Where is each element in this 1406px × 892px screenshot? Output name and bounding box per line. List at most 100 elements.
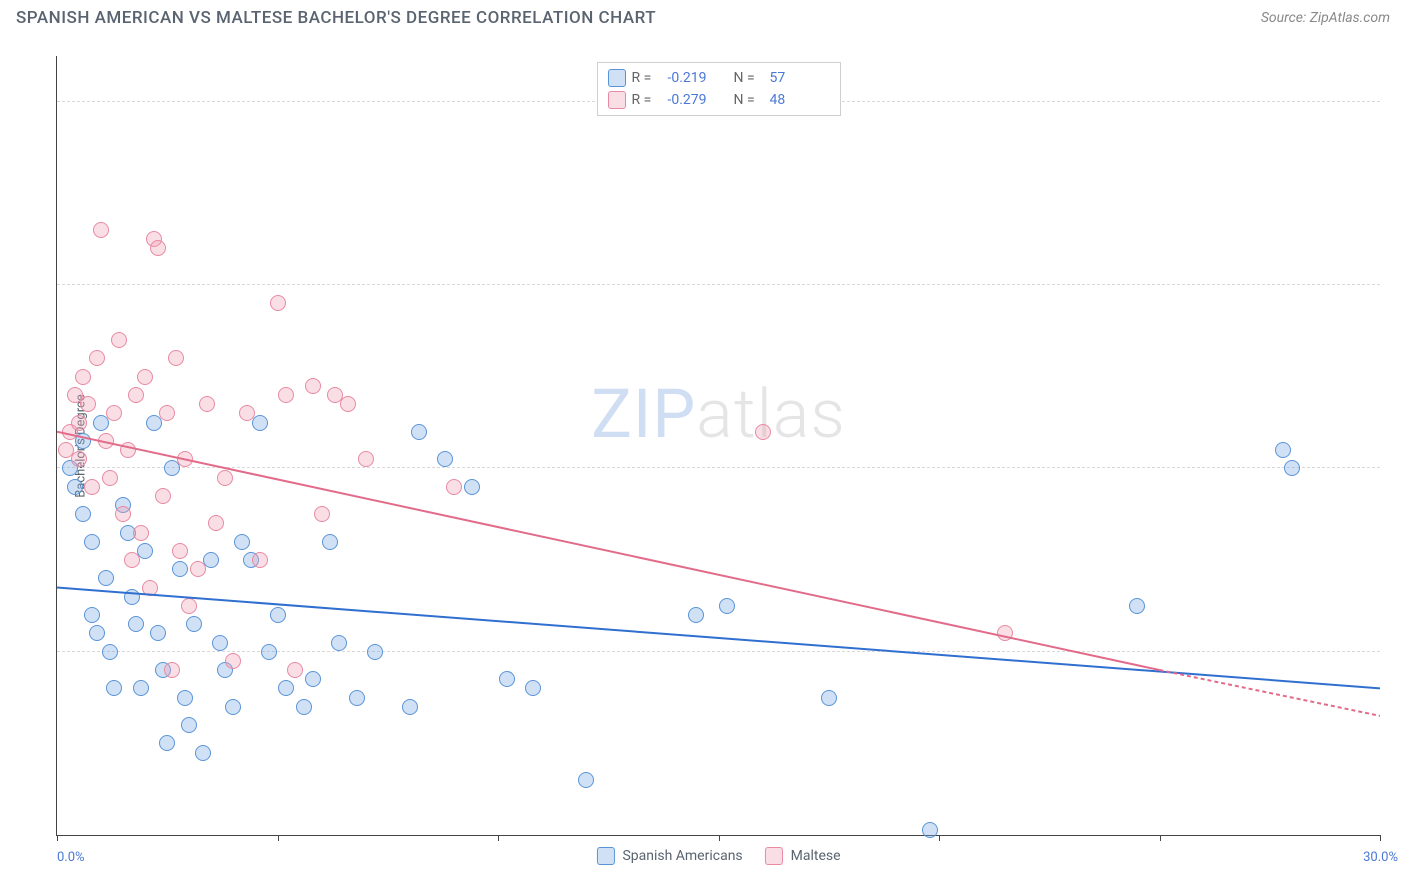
point-spanish xyxy=(578,772,594,788)
point-maltese xyxy=(446,479,462,495)
point-maltese xyxy=(98,433,114,449)
x-axis-tick xyxy=(1380,835,1381,841)
point-maltese xyxy=(252,552,268,568)
gridline xyxy=(57,467,1380,468)
point-spanish xyxy=(67,479,83,495)
x-axis-max-label: 30.0% xyxy=(1363,850,1398,865)
n-value-spanish: 57 xyxy=(770,67,830,89)
x-axis-tick xyxy=(939,835,940,841)
x-axis-min-label: 0.0% xyxy=(57,850,85,865)
point-spanish xyxy=(203,552,219,568)
point-spanish xyxy=(150,625,166,641)
point-spanish xyxy=(688,607,704,623)
point-spanish xyxy=(922,822,938,838)
point-maltese xyxy=(177,451,193,467)
point-maltese xyxy=(199,396,215,412)
watermark: ZIPatlas xyxy=(591,374,846,454)
point-maltese xyxy=(106,405,122,421)
point-spanish xyxy=(172,561,188,577)
x-axis-tick xyxy=(278,835,279,841)
point-spanish xyxy=(1129,598,1145,614)
point-spanish xyxy=(349,690,365,706)
chart-container: Bachelor's Degree ZIPatlas R = -0.219 N … xyxy=(16,50,1398,882)
legend-swatch-spanish xyxy=(608,69,626,87)
x-axis-tick xyxy=(719,835,720,841)
point-maltese xyxy=(71,415,87,431)
point-spanish xyxy=(331,635,347,651)
point-spanish xyxy=(234,534,250,550)
point-maltese xyxy=(133,525,149,541)
r-label: R = xyxy=(632,89,662,111)
point-spanish xyxy=(525,680,541,696)
point-maltese xyxy=(278,387,294,403)
point-maltese xyxy=(217,470,233,486)
point-spanish xyxy=(270,607,286,623)
point-spanish xyxy=(278,680,294,696)
n-label: N = xyxy=(734,67,764,89)
gridline xyxy=(57,284,1380,285)
point-maltese xyxy=(80,396,96,412)
gridline xyxy=(57,651,1380,652)
point-spanish xyxy=(102,644,118,660)
point-spanish xyxy=(124,589,140,605)
point-spanish xyxy=(322,534,338,550)
point-spanish xyxy=(464,479,480,495)
point-maltese xyxy=(84,479,100,495)
point-spanish xyxy=(305,671,321,687)
watermark-zip: ZIP xyxy=(591,374,696,454)
point-maltese xyxy=(71,451,87,467)
point-maltese xyxy=(168,350,184,366)
point-spanish xyxy=(89,625,105,641)
point-spanish xyxy=(719,598,735,614)
point-maltese xyxy=(208,515,224,531)
point-spanish xyxy=(84,607,100,623)
point-spanish xyxy=(402,699,418,715)
point-spanish xyxy=(128,616,144,632)
plot-area: Bachelor's Degree ZIPatlas R = -0.219 N … xyxy=(56,56,1380,836)
r-value-spanish: -0.219 xyxy=(668,67,728,89)
point-spanish xyxy=(106,680,122,696)
point-spanish xyxy=(225,699,241,715)
point-maltese xyxy=(181,598,197,614)
point-maltese xyxy=(997,625,1013,641)
point-maltese xyxy=(314,506,330,522)
point-maltese xyxy=(128,387,144,403)
x-axis-tick xyxy=(57,835,58,841)
legend-stats-row-1: R = -0.279 N = 48 xyxy=(608,89,830,111)
legend-stats-row-0: R = -0.219 N = 57 xyxy=(608,67,830,89)
point-spanish xyxy=(212,635,228,651)
point-spanish xyxy=(1275,442,1291,458)
x-axis-tick xyxy=(1160,835,1161,841)
point-maltese xyxy=(159,405,175,421)
point-spanish xyxy=(499,671,515,687)
point-maltese xyxy=(142,580,158,596)
trend-lines xyxy=(57,56,1380,835)
point-spanish xyxy=(296,699,312,715)
watermark-atlas: atlas xyxy=(696,374,846,454)
header: SPANISH AMERICAN VS MALTESE BACHELOR'S D… xyxy=(0,0,1406,32)
point-spanish xyxy=(821,690,837,706)
point-maltese xyxy=(155,488,171,504)
r-value-maltese: -0.279 xyxy=(668,89,728,111)
legend-swatch-icon xyxy=(596,847,614,865)
point-spanish xyxy=(159,735,175,751)
point-maltese xyxy=(111,332,127,348)
legend-label-spanish: Spanish Americans xyxy=(622,848,742,864)
legend-item-spanish: Spanish Americans xyxy=(596,847,742,865)
point-maltese xyxy=(75,369,91,385)
point-spanish xyxy=(75,433,91,449)
point-maltese xyxy=(340,396,356,412)
legend-stats: R = -0.219 N = 57 R = -0.279 N = 48 xyxy=(597,62,841,116)
point-spanish xyxy=(177,690,193,706)
point-spanish xyxy=(181,717,197,733)
point-spanish xyxy=(133,680,149,696)
r-label: R = xyxy=(632,67,662,89)
x-axis-tick xyxy=(498,835,499,841)
legend-series: Spanish Americans Maltese xyxy=(596,847,840,865)
point-maltese xyxy=(93,222,109,238)
n-value-maltese: 48 xyxy=(770,89,830,111)
point-spanish xyxy=(261,644,277,660)
point-maltese xyxy=(89,350,105,366)
legend-swatch-icon xyxy=(765,847,783,865)
point-spanish xyxy=(137,543,153,559)
